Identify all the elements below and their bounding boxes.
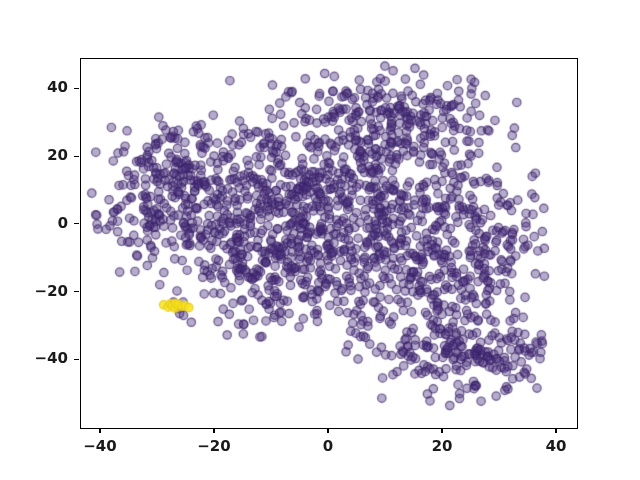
x-tick-mark bbox=[99, 428, 101, 433]
x-tick-mark bbox=[441, 428, 443, 433]
y-tick-label: 0 bbox=[57, 213, 68, 232]
scatter-points-canvas bbox=[81, 59, 577, 428]
x-tick-label: −20 bbox=[197, 437, 231, 455]
y-tick-label: −20 bbox=[34, 281, 68, 300]
y-tick-mark bbox=[74, 223, 79, 225]
y-tick-label: 20 bbox=[47, 146, 68, 165]
y-tick-mark bbox=[74, 155, 79, 157]
y-tick-label: −40 bbox=[34, 349, 68, 368]
x-tick-label: 40 bbox=[545, 437, 567, 455]
plot-area bbox=[80, 58, 578, 429]
x-tick-mark bbox=[213, 428, 215, 433]
y-tick-label: 40 bbox=[47, 78, 68, 97]
y-tick-mark bbox=[74, 358, 79, 360]
x-tick-label: −40 bbox=[83, 437, 117, 455]
x-tick-label: 0 bbox=[322, 437, 334, 455]
y-tick-mark bbox=[74, 290, 79, 293]
x-tick-mark bbox=[327, 428, 329, 433]
x-tick-label: 20 bbox=[431, 437, 453, 455]
x-tick-mark bbox=[555, 428, 557, 433]
y-tick-mark bbox=[74, 87, 79, 90]
